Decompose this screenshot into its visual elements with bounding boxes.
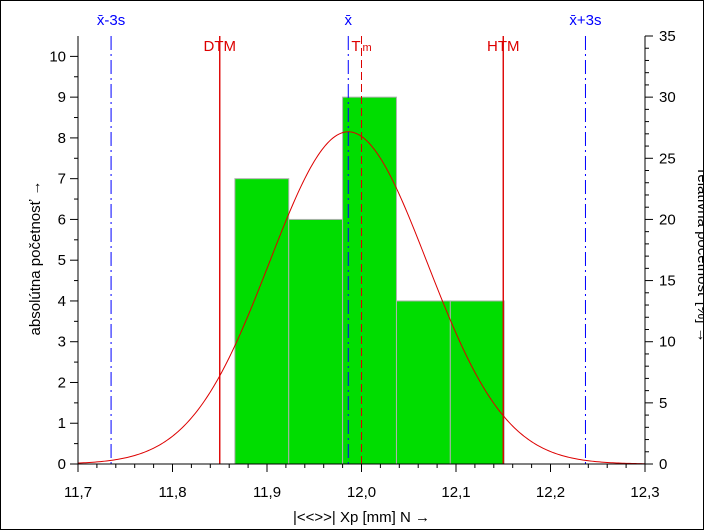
y-left-tick-label: 7 — [58, 171, 66, 188]
axes-layer — [70, 35, 653, 472]
x-tick-label: 11,7 — [64, 484, 92, 501]
y-left-tick-label: 3 — [58, 334, 66, 351]
y-right-tick-label: 0 — [659, 456, 667, 473]
reference-line-label: DTM — [204, 38, 237, 55]
x-tick-label: 12,0 — [347, 484, 376, 501]
reference-line-label: HTM — [487, 38, 520, 55]
y-left-tick-label: 10 — [49, 48, 66, 65]
x-tick-label: 12,1 — [441, 484, 470, 501]
labels-layer: x̄-3s DTM x̄ T m HTM x̄+3s 11,7 11,8 11,9 12,0 12,1… — [27, 12, 704, 526]
x-tick-label: 12,2 — [536, 484, 565, 501]
histogram-bar — [342, 96, 397, 465]
y-right-tick-label: 35 — [659, 28, 676, 45]
reference-line-label: x̄ — [345, 12, 353, 29]
x-tick-label: 11,8 — [158, 484, 186, 501]
histogram-bar — [395, 300, 451, 465]
y-right-arrow: → — [694, 328, 704, 343]
y-right-tick-label: 25 — [659, 150, 676, 167]
x-axis-label: |<<>>| Xp [mm] N → — [293, 509, 430, 526]
y-axis-left-label: absolútna početnosť → — [27, 181, 44, 336]
y-left-tick-label: 6 — [58, 211, 66, 228]
y-left-tick-label: 0 — [58, 456, 66, 473]
y-axis-right-label: relatívna početnosť [%] → — [694, 169, 704, 342]
x-axis-arrow: → — [415, 509, 430, 526]
x-tick-label: 11,9 — [253, 484, 281, 501]
y-right-tick-label: 5 — [659, 395, 667, 412]
histogram-bar — [234, 178, 290, 465]
bars-layer — [234, 96, 505, 465]
y-left-tick-label: 8 — [58, 130, 66, 147]
y-right-tick-label: 30 — [659, 89, 676, 106]
y-left-arrow: → — [27, 181, 44, 196]
histogram-bar — [288, 218, 344, 465]
reference-line-label: x̄+3s — [569, 12, 601, 29]
reference-lines-layer — [110, 36, 586, 464]
histogram-bar — [449, 300, 505, 465]
x-tick-label: 12,3 — [630, 484, 659, 501]
reference-line-label: x̄-3s — [97, 12, 125, 29]
y-left-tick-label: 1 — [58, 415, 66, 432]
y-left-tick-label: 9 — [58, 89, 66, 106]
y-left-tick-label: 2 — [58, 374, 66, 391]
y-right-tick-label: 10 — [659, 334, 676, 351]
y-left-tick-label: 4 — [58, 293, 66, 310]
y-left-tick-label: 5 — [58, 252, 66, 269]
y-right-tick-label: 15 — [659, 273, 676, 290]
y-right-tick-label: 20 — [659, 211, 676, 228]
